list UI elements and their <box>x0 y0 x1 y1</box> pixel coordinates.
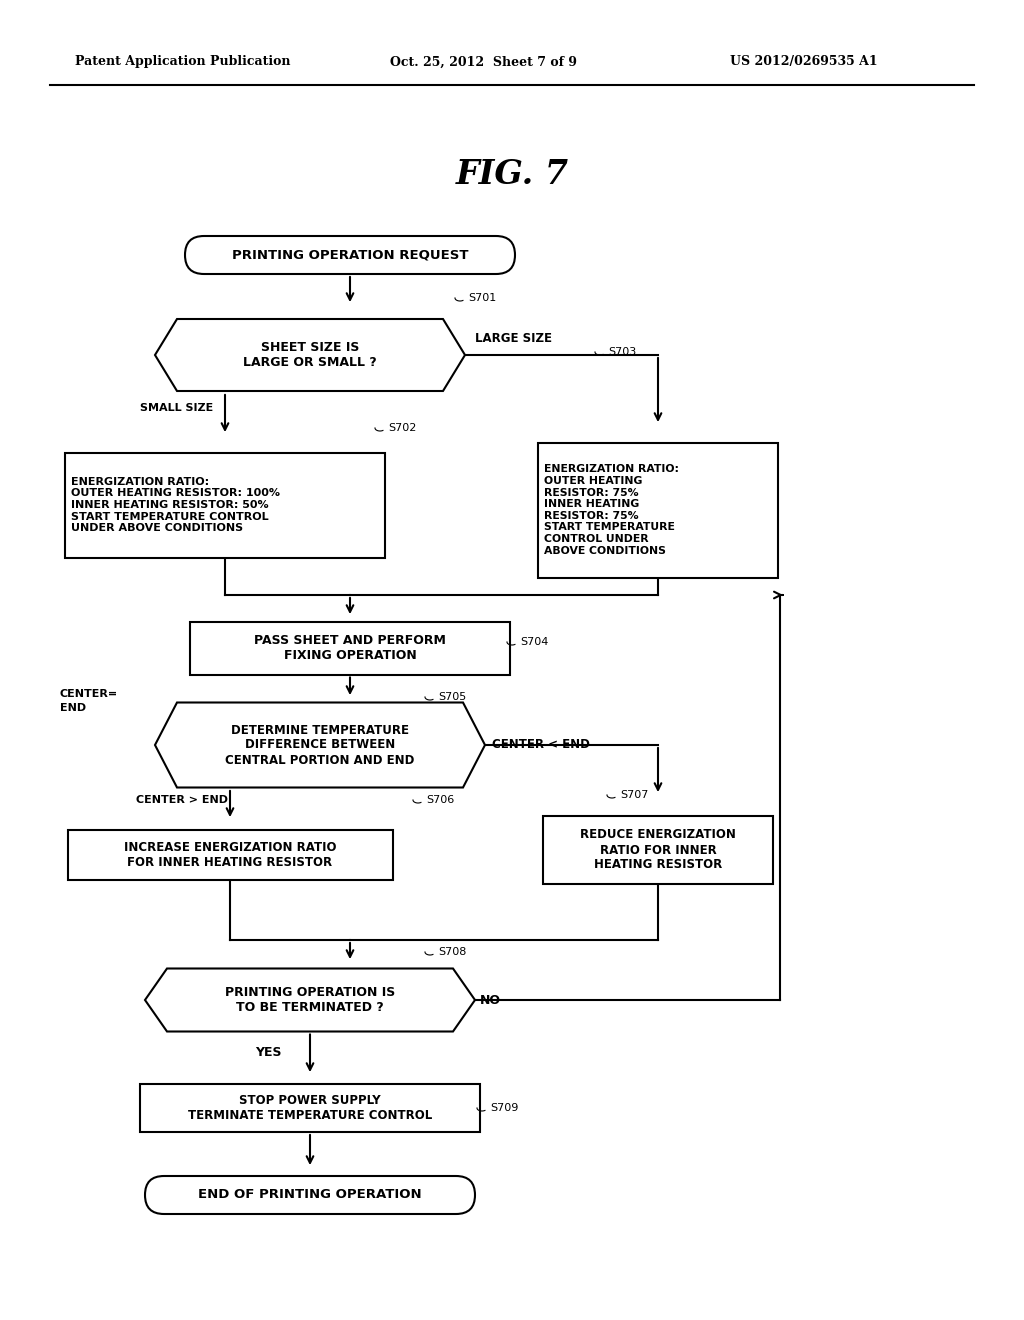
Bar <box>543 816 773 884</box>
Text: FIG. 7: FIG. 7 <box>456 158 568 191</box>
Text: PASS SHEET AND PERFORM
FIXING OPERATION: PASS SHEET AND PERFORM FIXING OPERATION <box>254 634 445 663</box>
Text: LARGE SIZE: LARGE SIZE <box>475 331 552 345</box>
Text: PRINTING OPERATION REQUEST: PRINTING OPERATION REQUEST <box>231 248 468 261</box>
Text: ENERGIZATION RATIO:
OUTER HEATING RESISTOR: 100%
INNER HEATING RESISTOR: 50%
STA: ENERGIZATION RATIO: OUTER HEATING RESIST… <box>71 477 280 533</box>
Polygon shape <box>155 702 485 788</box>
FancyBboxPatch shape <box>185 236 515 275</box>
Text: S703: S703 <box>608 347 636 356</box>
Polygon shape <box>155 319 465 391</box>
Bar <box>68 830 392 880</box>
Polygon shape <box>145 969 475 1031</box>
Bar <box>65 453 385 557</box>
Text: NO: NO <box>480 994 501 1006</box>
Text: S707: S707 <box>620 789 648 800</box>
Text: YES: YES <box>255 1047 282 1060</box>
Text: Patent Application Publication: Patent Application Publication <box>75 55 291 69</box>
Bar <box>140 1084 480 1133</box>
Text: REDUCE ENERGIZATION
RATIO FOR INNER
HEATING RESISTOR: REDUCE ENERGIZATION RATIO FOR INNER HEAT… <box>580 829 736 871</box>
Text: S704: S704 <box>520 638 549 647</box>
Text: S702: S702 <box>388 422 417 433</box>
Text: SHEET SIZE IS
LARGE OR SMALL ?: SHEET SIZE IS LARGE OR SMALL ? <box>243 341 377 370</box>
Text: SMALL SIZE: SMALL SIZE <box>140 403 213 413</box>
Text: Oct. 25, 2012  Sheet 7 of 9: Oct. 25, 2012 Sheet 7 of 9 <box>390 55 577 69</box>
Text: CENTER < END: CENTER < END <box>492 738 590 751</box>
Text: S708: S708 <box>438 946 466 957</box>
Text: DETERMINE TEMPERATURE
DIFFERENCE BETWEEN
CENTRAL PORTION AND END: DETERMINE TEMPERATURE DIFFERENCE BETWEEN… <box>225 723 415 767</box>
Text: S709: S709 <box>490 1104 518 1113</box>
Text: S701: S701 <box>468 293 497 304</box>
Bar <box>190 622 510 675</box>
Text: END: END <box>60 704 86 713</box>
Text: S705: S705 <box>438 692 466 702</box>
Text: CENTER > END: CENTER > END <box>136 795 228 805</box>
Text: ENERGIZATION RATIO:
OUTER HEATING
RESISTOR: 75%
INNER HEATING
RESISTOR: 75%
STAR: ENERGIZATION RATIO: OUTER HEATING RESIST… <box>544 465 679 556</box>
Text: PRINTING OPERATION IS
TO BE TERMINATED ?: PRINTING OPERATION IS TO BE TERMINATED ? <box>225 986 395 1014</box>
Text: S706: S706 <box>426 795 455 805</box>
Text: INCREASE ENERGIZATION RATIO
FOR INNER HEATING RESISTOR: INCREASE ENERGIZATION RATIO FOR INNER HE… <box>124 841 336 869</box>
FancyBboxPatch shape <box>145 1176 475 1214</box>
Text: US 2012/0269535 A1: US 2012/0269535 A1 <box>730 55 878 69</box>
Text: CENTER=: CENTER= <box>60 689 118 700</box>
Text: END OF PRINTING OPERATION: END OF PRINTING OPERATION <box>199 1188 422 1201</box>
Bar <box>538 442 778 578</box>
Text: STOP POWER SUPPLY
TERMINATE TEMPERATURE CONTROL: STOP POWER SUPPLY TERMINATE TEMPERATURE … <box>187 1094 432 1122</box>
